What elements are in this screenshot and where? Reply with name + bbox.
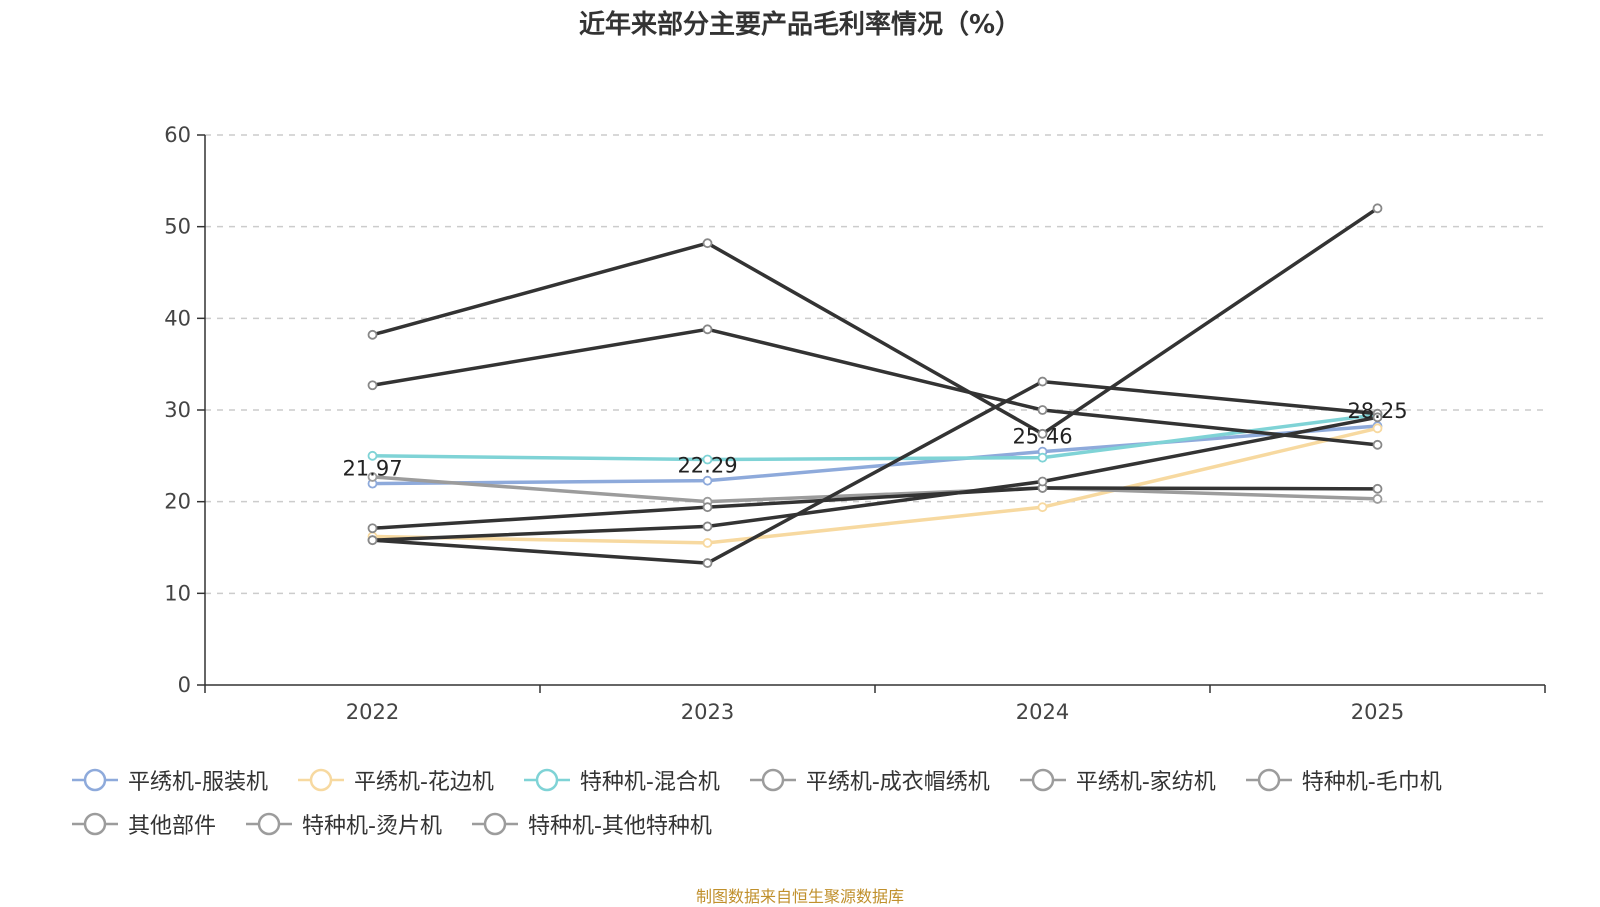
data-point	[702, 538, 713, 548]
data-point	[1037, 376, 1048, 387]
data-point	[702, 454, 713, 465]
legend-marker-icon	[1019, 768, 1066, 792]
data-point	[367, 472, 378, 482]
legend-label: 其他部件	[128, 814, 217, 839]
data-point	[702, 521, 713, 532]
data-point	[702, 324, 713, 335]
data-point	[1372, 423, 1383, 434]
data-point	[1037, 502, 1048, 513]
series-line	[372, 415, 1378, 542]
series-line	[372, 426, 1378, 545]
legend-item[interactable]: 其他部件	[70, 804, 216, 844]
data-point	[367, 535, 378, 546]
data-label: 28.25	[1347, 399, 1407, 423]
data-point	[702, 502, 713, 513]
legend-label: 平绣机-服装机	[128, 770, 268, 795]
data-point	[702, 558, 713, 568]
data-point	[702, 475, 713, 486]
data-point	[1372, 412, 1383, 423]
x-tick-label: 2025	[1351, 700, 1404, 724]
legend-label: 平绣机-花边机	[353, 770, 494, 795]
y-tick-label: 60	[164, 123, 191, 147]
data-label: 25.46	[1012, 425, 1072, 449]
data-point	[1037, 452, 1048, 463]
y-tick-label: 0	[178, 673, 191, 697]
data-point	[1037, 476, 1048, 487]
series-line	[372, 327, 1378, 447]
legend-marker-icon	[1245, 768, 1292, 792]
y-tick-label: 40	[164, 306, 191, 330]
legend-label: 特种机-烫片机	[302, 814, 442, 839]
data-point	[702, 238, 713, 249]
legend-label: 特种机-混合机	[579, 770, 720, 795]
data-point	[1372, 494, 1383, 504]
legend-marker-icon	[72, 768, 118, 792]
legend-item[interactable]: 平绣机-家纺机	[1018, 760, 1216, 800]
data-point	[367, 450, 378, 461]
legend-item[interactable]: 特种机-毛巾机	[1244, 760, 1442, 800]
x-tick-label: 2023	[681, 700, 734, 724]
line-chart: 0 10 20 30 40 50 60 2022 2023 2024 2025 21.97 22.29…	[164, 123, 1546, 724]
y-tick-label: 20	[164, 490, 191, 514]
data-point	[367, 523, 378, 534]
y-tick-label: 30	[164, 398, 191, 422]
legend-item[interactable]: 特种机-其他特种机	[470, 804, 712, 844]
legend-item[interactable]: 平绣机-成衣帽绣机	[748, 760, 990, 800]
data-point	[1372, 483, 1383, 494]
data-point	[367, 380, 378, 391]
legend-label: 特种机-毛巾机	[1301, 770, 1442, 795]
series-line	[372, 475, 1378, 504]
legend-label: 平绣机-成衣帽绣机	[805, 770, 990, 795]
legend-item[interactable]: 平绣机-服装机	[70, 760, 268, 800]
legend-label: 平绣机-家纺机	[1075, 770, 1216, 795]
legend: 平绣机-服装机 平绣机-花边机 特种机-混合机 平绣机-成衣帽绣机 平绣机-家纺机 特种机…	[70, 760, 1550, 844]
data-point	[367, 329, 378, 340]
axes: 0 10 20 30 40 50 60 2022 2023 2024 2025	[164, 123, 1546, 724]
data-labels: 21.97 22.29 25.46 28.25	[342, 399, 1407, 481]
x-tick-label: 2022	[346, 700, 399, 724]
series-line	[372, 412, 1378, 462]
series-line	[372, 424, 1378, 486]
legend-item[interactable]: 平绣机-花边机	[296, 760, 494, 800]
legend-item[interactable]: 特种机-烫片机	[244, 804, 442, 844]
chart-title: 近年来部分主要产品毛利率情况（%）	[578, 10, 1022, 40]
legend-item[interactable]: 特种机-混合机	[522, 760, 720, 800]
legend-marker-icon	[471, 812, 518, 836]
data-point	[1372, 203, 1383, 214]
legend-marker-icon	[523, 768, 570, 792]
legend-marker-icon	[72, 812, 118, 836]
data-label: 21.97	[342, 457, 402, 481]
source-note: 制图数据来自恒生聚源数据库	[695, 887, 904, 906]
series-line	[372, 486, 1378, 530]
legend-label: 特种机-其他特种机	[527, 814, 712, 839]
data-label: 22.29	[677, 454, 737, 478]
y-tick-label: 10	[164, 581, 191, 605]
data-point	[1372, 439, 1383, 450]
series-line	[372, 379, 1378, 565]
legend-marker-icon	[297, 768, 344, 792]
data-point	[1037, 405, 1048, 415]
legend-marker-icon	[246, 812, 293, 836]
y-tick-label: 50	[164, 215, 191, 239]
x-tick-label: 2024	[1016, 700, 1069, 724]
data-point	[1037, 428, 1048, 439]
series-line	[372, 206, 1379, 436]
legend-marker-icon	[749, 768, 796, 792]
series-lines	[367, 203, 1383, 568]
